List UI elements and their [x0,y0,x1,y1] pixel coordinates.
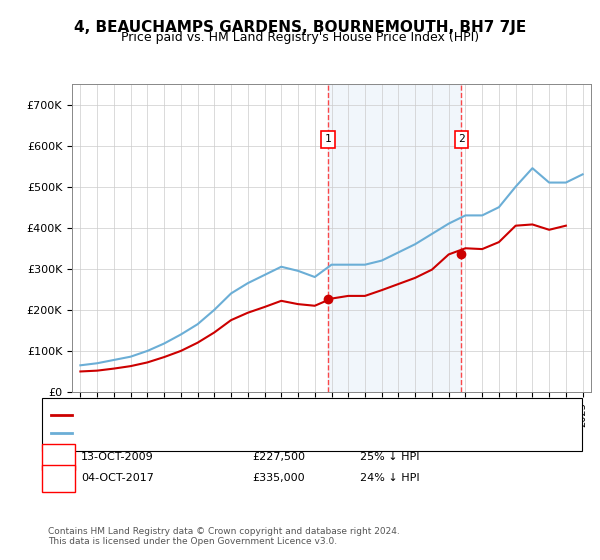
Text: 1: 1 [55,452,62,462]
Text: 13-OCT-2009: 13-OCT-2009 [81,452,154,462]
Text: £227,500: £227,500 [252,452,305,462]
Text: 1: 1 [325,134,331,144]
Text: 04-OCT-2017: 04-OCT-2017 [81,473,154,483]
Text: 4, BEAUCHAMPS GARDENS, BOURNEMOUTH, BH7 7JE (detached house): 4, BEAUCHAMPS GARDENS, BOURNEMOUTH, BH7 … [78,410,450,420]
Text: Price paid vs. HM Land Registry's House Price Index (HPI): Price paid vs. HM Land Registry's House … [121,31,479,44]
Text: 2: 2 [458,134,464,144]
Text: 4, BEAUCHAMPS GARDENS, BOURNEMOUTH, BH7 7JE: 4, BEAUCHAMPS GARDENS, BOURNEMOUTH, BH7 … [74,20,526,35]
Text: HPI: Average price, detached house, Bournemouth Christchurch and Poole: HPI: Average price, detached house, Bour… [78,428,466,438]
Text: 2: 2 [55,473,62,483]
Text: £335,000: £335,000 [252,473,305,483]
Text: 24% ↓ HPI: 24% ↓ HPI [360,473,419,483]
Text: 25% ↓ HPI: 25% ↓ HPI [360,452,419,462]
Text: Contains HM Land Registry data © Crown copyright and database right 2024.
This d: Contains HM Land Registry data © Crown c… [48,526,400,546]
Bar [328,84,461,392]
